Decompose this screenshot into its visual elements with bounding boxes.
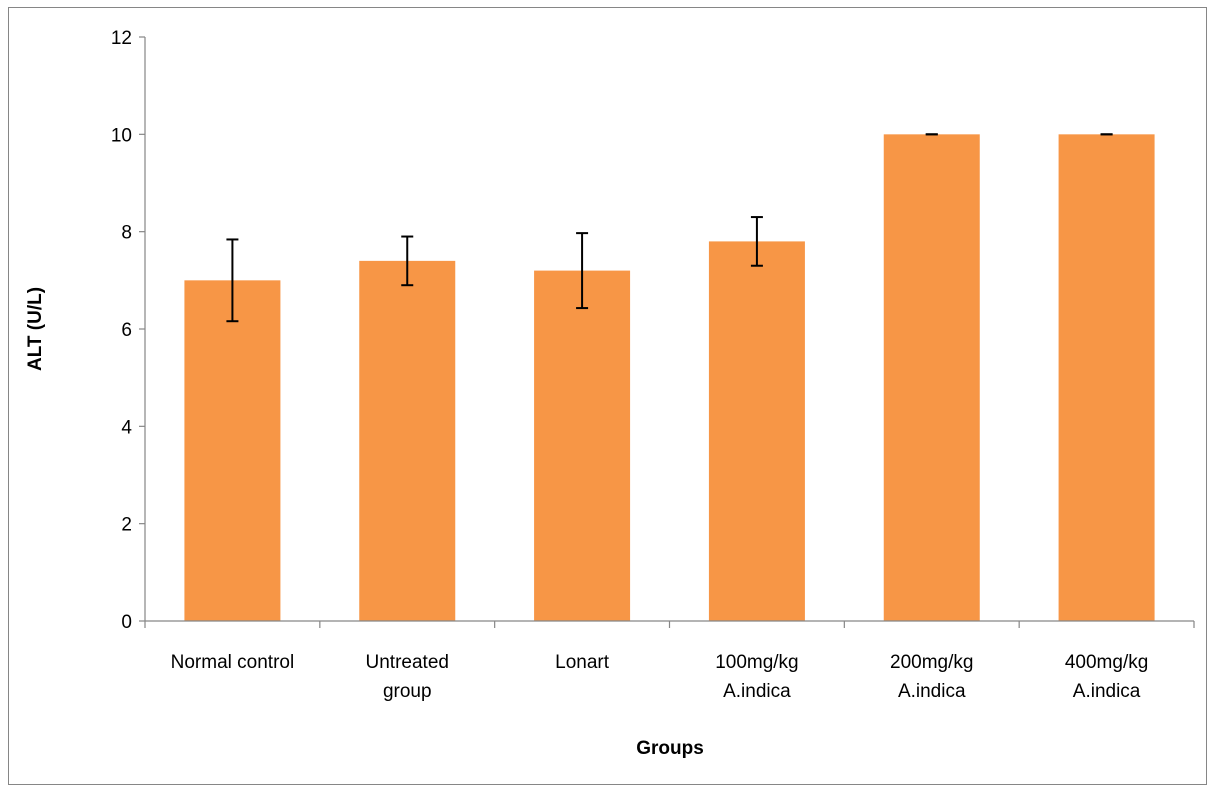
- axes-layer: [139, 36, 1195, 628]
- x-tick-label: Untreated group: [366, 652, 449, 702]
- bar: [359, 260, 456, 621]
- y-tick-label: 12: [111, 28, 132, 49]
- x-axis-title: Groups: [636, 738, 704, 759]
- y-tick-label: 0: [121, 612, 132, 633]
- bar: [184, 280, 281, 621]
- tick-labels-layer: 0 2 4 6 8 10 12 Normal control Untreated group Lon…: [111, 28, 1148, 702]
- bars-layer: [184, 134, 1155, 622]
- error-bars-layer: [226, 133, 1113, 323]
- bar: [708, 241, 805, 621]
- y-axis-title: ALT (U/L): [25, 287, 46, 371]
- y-tick-label: 10: [111, 125, 132, 146]
- y-tick-label: 8: [121, 223, 132, 244]
- x-tick-label: Normal control: [171, 652, 295, 673]
- y-tick-label: 4: [121, 417, 132, 438]
- y-tick-label: 6: [121, 320, 132, 341]
- x-tick-label: Lonart: [555, 652, 610, 673]
- x-tick-label: 200mg/kg A.indica: [890, 652, 973, 702]
- bar: [1058, 134, 1155, 622]
- bar: [534, 270, 631, 621]
- y-tick-label: 2: [121, 515, 132, 536]
- bar: [883, 134, 980, 622]
- x-tick-label: 100mg/kg A.indica: [715, 652, 798, 702]
- x-tick-label: 400mg/kg A.indica: [1065, 652, 1148, 702]
